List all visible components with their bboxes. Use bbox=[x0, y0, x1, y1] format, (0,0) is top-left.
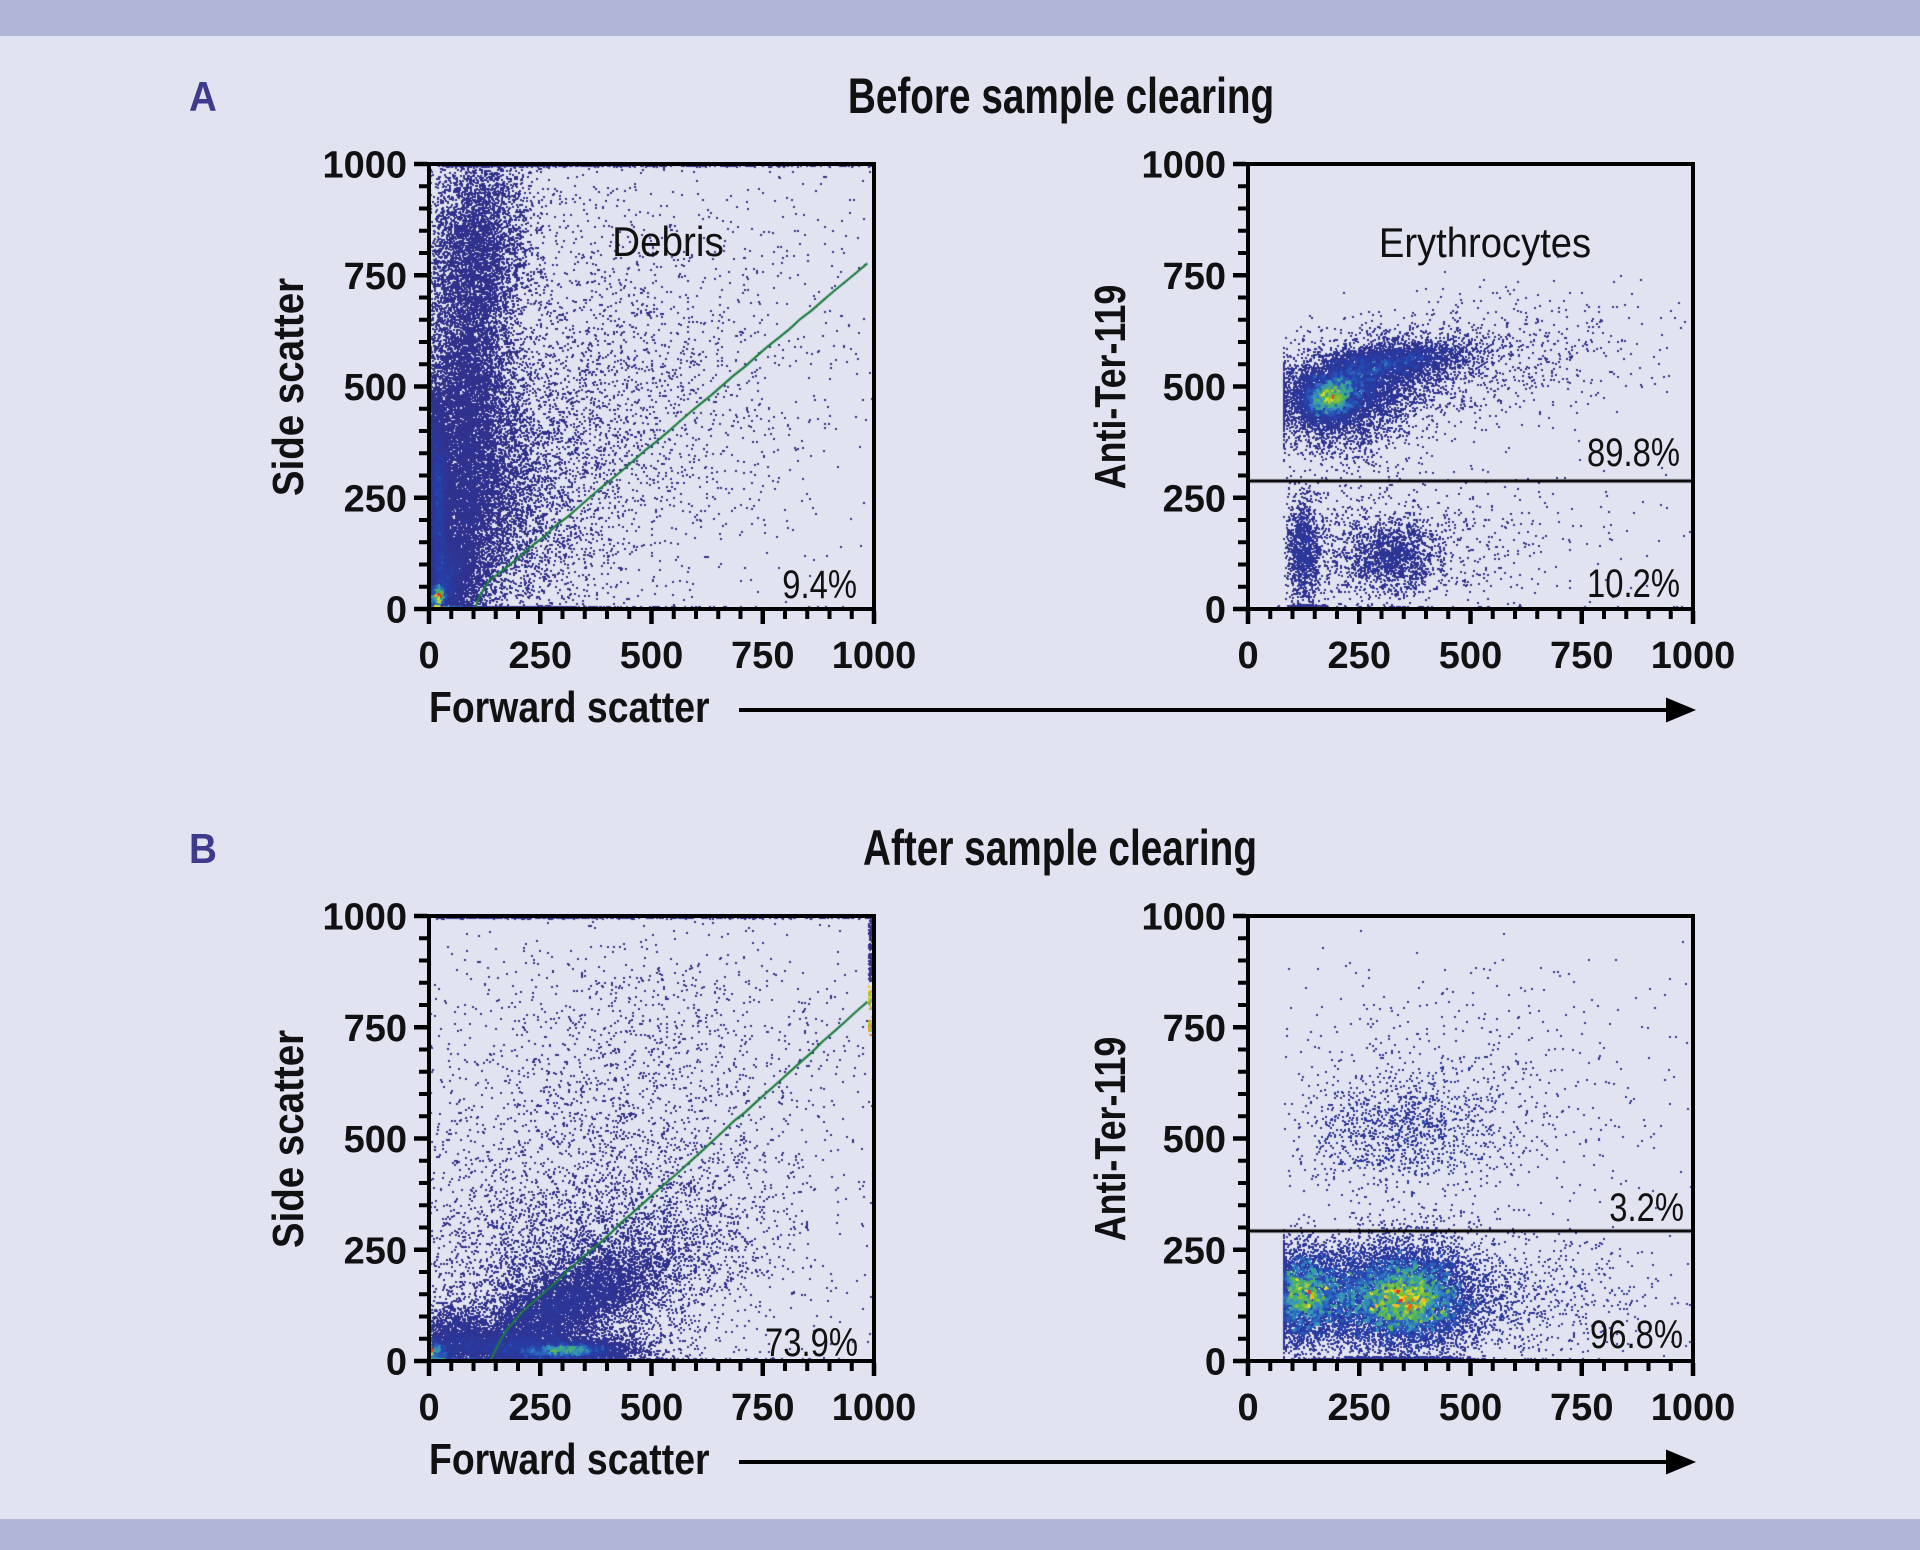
svg-text:750: 750 bbox=[731, 1387, 794, 1429]
svg-text:250: 250 bbox=[1163, 478, 1226, 520]
svg-text:250: 250 bbox=[509, 635, 572, 677]
svg-text:Forward scatter: Forward scatter bbox=[429, 682, 710, 732]
svg-text:0: 0 bbox=[418, 635, 439, 677]
svg-text:0: 0 bbox=[1237, 635, 1258, 677]
svg-text:1000: 1000 bbox=[1651, 635, 1736, 677]
svg-text:750: 750 bbox=[1550, 635, 1613, 677]
svg-text:0: 0 bbox=[386, 590, 407, 632]
svg-text:250: 250 bbox=[509, 1387, 572, 1429]
svg-text:Anti-Ter-119: Anti-Ter-119 bbox=[1086, 285, 1135, 490]
svg-text:1000: 1000 bbox=[1141, 145, 1226, 187]
svg-text:500: 500 bbox=[344, 367, 407, 409]
svg-text:10.2%: 10.2% bbox=[1587, 561, 1680, 606]
svg-text:1000: 1000 bbox=[832, 1387, 917, 1429]
svg-text:750: 750 bbox=[1163, 256, 1226, 298]
svg-text:250: 250 bbox=[1328, 635, 1391, 677]
svg-text:After sample clearing: After sample clearing bbox=[863, 821, 1257, 876]
svg-text:0: 0 bbox=[386, 1342, 407, 1384]
svg-text:0: 0 bbox=[1205, 1342, 1226, 1384]
svg-text:750: 750 bbox=[1550, 1387, 1613, 1429]
svg-text:250: 250 bbox=[1163, 1230, 1226, 1272]
svg-text:1000: 1000 bbox=[1141, 897, 1226, 939]
svg-text:Before sample clearing: Before sample clearing bbox=[848, 69, 1274, 124]
svg-text:500: 500 bbox=[1163, 1119, 1226, 1161]
svg-text:Side scatter: Side scatter bbox=[264, 278, 313, 496]
svg-text:1000: 1000 bbox=[832, 635, 917, 677]
svg-text:3.2%: 3.2% bbox=[1609, 1185, 1684, 1230]
svg-text:1000: 1000 bbox=[1651, 1387, 1736, 1429]
svg-text:250: 250 bbox=[344, 1230, 407, 1272]
svg-text:Side scatter: Side scatter bbox=[264, 1030, 313, 1248]
svg-text:B: B bbox=[189, 824, 217, 872]
svg-text:Forward scatter: Forward scatter bbox=[429, 1434, 710, 1484]
svg-text:Debris: Debris bbox=[612, 217, 724, 265]
svg-text:9.4%: 9.4% bbox=[782, 562, 857, 607]
svg-text:0: 0 bbox=[1237, 1387, 1258, 1429]
svg-text:500: 500 bbox=[344, 1119, 407, 1161]
svg-text:500: 500 bbox=[620, 1387, 683, 1429]
svg-text:73.9%: 73.9% bbox=[765, 1320, 858, 1365]
svg-text:0: 0 bbox=[1205, 590, 1226, 632]
svg-text:750: 750 bbox=[344, 1008, 407, 1050]
svg-text:89.8%: 89.8% bbox=[1587, 430, 1680, 475]
svg-text:0: 0 bbox=[418, 1387, 439, 1429]
svg-text:96.8%: 96.8% bbox=[1590, 1312, 1683, 1357]
svg-text:Erythrocytes: Erythrocytes bbox=[1379, 219, 1591, 266]
svg-text:1000: 1000 bbox=[322, 145, 407, 187]
svg-text:500: 500 bbox=[620, 635, 683, 677]
svg-text:500: 500 bbox=[1439, 635, 1502, 677]
svg-text:750: 750 bbox=[1163, 1008, 1226, 1050]
svg-text:500: 500 bbox=[1439, 1387, 1502, 1429]
svg-text:500: 500 bbox=[1163, 367, 1226, 409]
svg-text:250: 250 bbox=[1328, 1387, 1391, 1429]
svg-text:750: 750 bbox=[731, 635, 794, 677]
svg-text:Anti-Ter-119: Anti-Ter-119 bbox=[1086, 1037, 1135, 1242]
svg-text:1000: 1000 bbox=[322, 897, 407, 939]
svg-text:250: 250 bbox=[344, 478, 407, 520]
svg-text:750: 750 bbox=[344, 256, 407, 298]
svg-text:A: A bbox=[189, 72, 217, 120]
